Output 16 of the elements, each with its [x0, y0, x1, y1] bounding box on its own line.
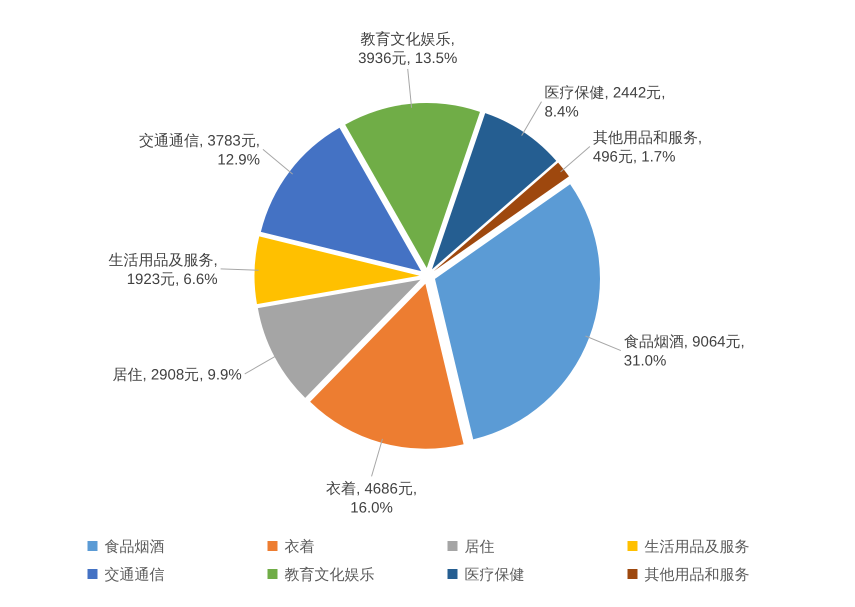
data-label: 医疗保健, 2442元, 8.4% [544, 84, 666, 121]
legend-label: 教育文化娱乐 [284, 566, 374, 584]
data-label: 交通通信, 3783元, 12.9% [139, 132, 260, 168]
legend-label: 居住 [464, 538, 494, 556]
legend-label: 生活用品及服务 [644, 538, 750, 556]
legend-label: 衣着 [284, 538, 314, 556]
data-label: 教育文化娱乐, 3936元, 13.5% [358, 30, 458, 67]
legend-label: 其他用品和服务 [644, 566, 750, 584]
data-label: 生活用品及服务, 1923元, 6.6% [108, 252, 218, 288]
data-label: 居住, 2908元, 9.9% [112, 366, 242, 384]
legend-label: 食品烟酒 [104, 538, 164, 556]
legend-label: 医疗保健 [464, 566, 524, 584]
data-label: 衣着, 4686元, 16.0% [326, 480, 417, 516]
data-label: 其他用品和服务, 496元, 1.7% [592, 130, 702, 166]
data-label: 食品烟酒, 9064元, 31.0% [624, 334, 745, 370]
legend-label: 交通通信 [104, 566, 164, 584]
